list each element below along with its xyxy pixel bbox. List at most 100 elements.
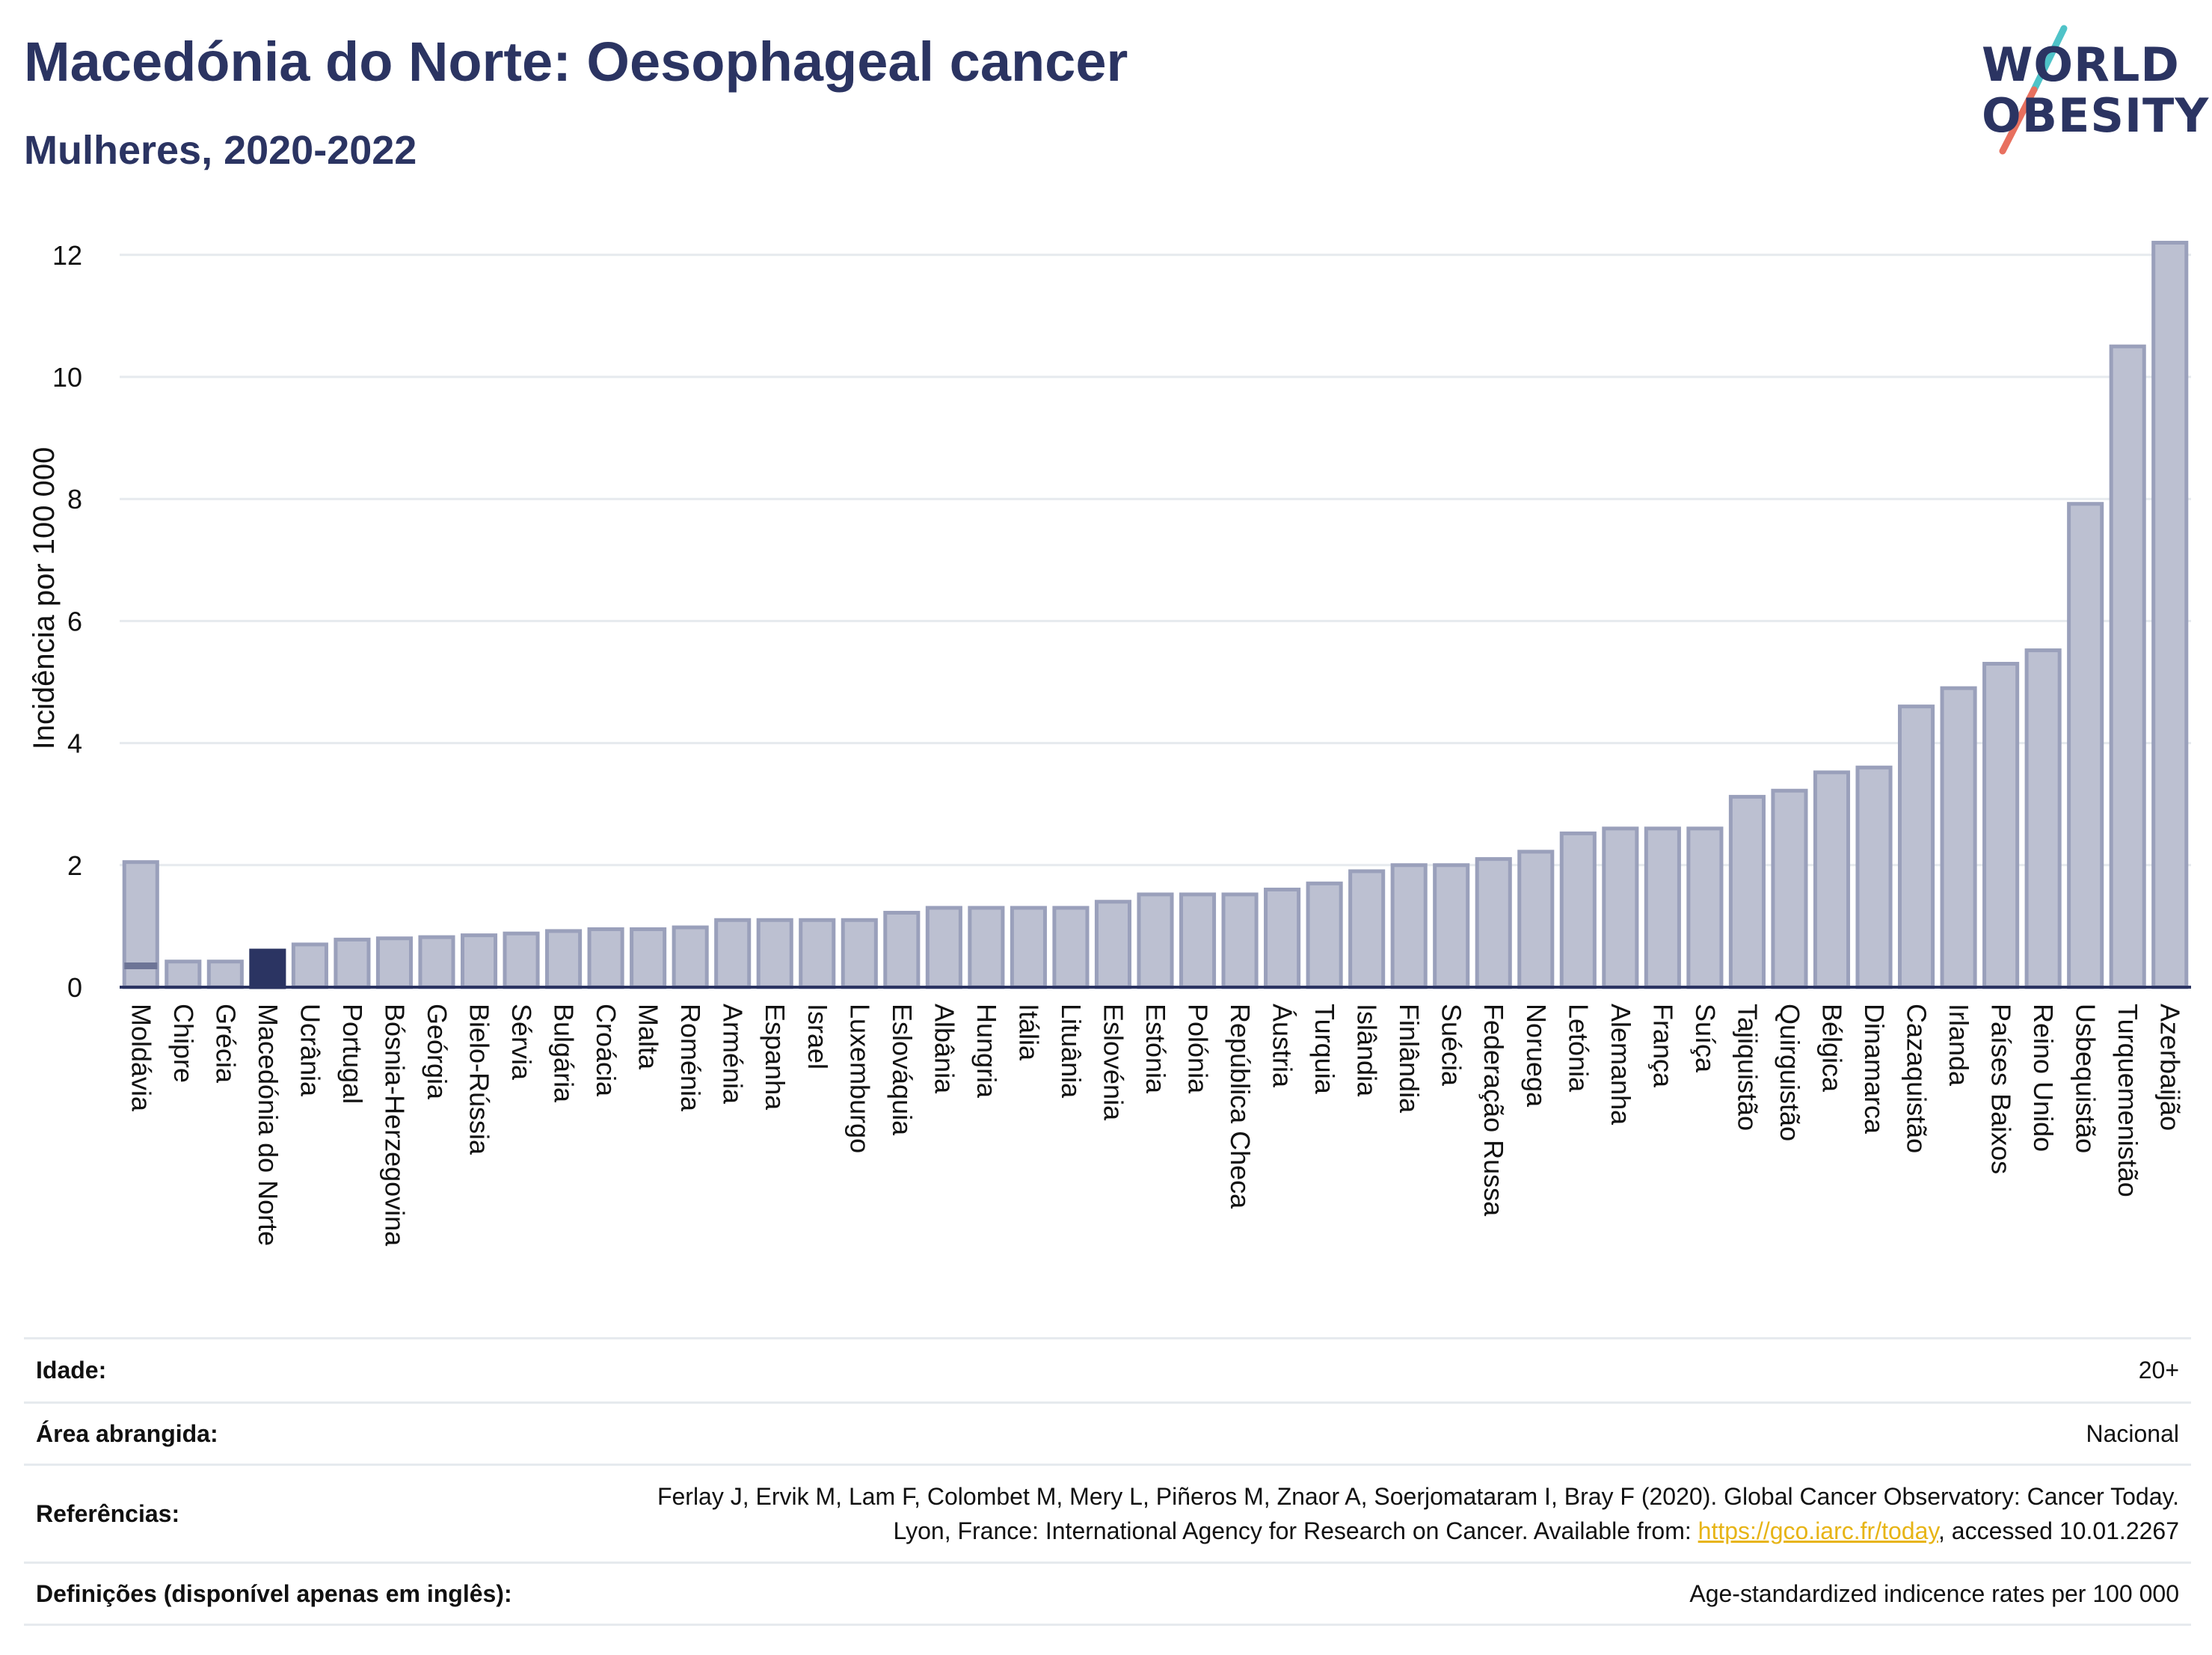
x-tick-label: Federação Russa: [1478, 1004, 1509, 1217]
bar: [1306, 881, 1343, 989]
bar: [1940, 686, 1977, 989]
x-tick-label: Azerbaijão: [2155, 1004, 2186, 1131]
x-tick-label: Tajiquistão: [1732, 1004, 1763, 1131]
x-tick-label: Turquemenistão: [2113, 1004, 2143, 1197]
x-tick-label: Albânia: [929, 1004, 959, 1094]
bar: [925, 906, 962, 989]
x-tick-label: Moldávia: [126, 1004, 156, 1112]
bar: [968, 906, 1005, 989]
bar: [883, 910, 921, 989]
bar: [630, 927, 667, 989]
x-tick-label: Bélgica: [1816, 1004, 1847, 1093]
bar: [2024, 648, 2062, 989]
x-tick-label: Hungria: [971, 1004, 1002, 1099]
bar: [206, 959, 244, 989]
x-tick-label: Áustria: [1268, 1004, 1298, 1088]
x-tick-label: Eslováquia: [887, 1004, 918, 1136]
logo-text-world: WORLD: [1982, 37, 2180, 92]
x-tick-label: Reino Unido: [2028, 1004, 2059, 1152]
bar: [2067, 502, 2104, 989]
x-tick-label: França: [1647, 1004, 1678, 1088]
bars: [120, 240, 2191, 989]
x-tick-label: Bulgária: [549, 1004, 580, 1103]
references-value: Ferlay J, Ervik M, Lam F, Colombet M, Me…: [609, 1479, 2191, 1548]
x-tick-label: Eslovénia: [1098, 1004, 1128, 1121]
bar: [1052, 906, 1090, 989]
bar: [1813, 770, 1851, 989]
x-tick-label: Noruega: [1521, 1004, 1552, 1108]
bar: [587, 927, 624, 989]
references-text: Ferlay J, Ervik M, Lam F, Colombet M, Me…: [657, 1483, 2179, 1544]
area-row: Área abrangida: Nacional: [24, 1401, 2191, 1464]
bar: [1686, 826, 1724, 989]
age-label: Idade:: [36, 1357, 107, 1384]
y-tick-label: 6: [67, 606, 82, 636]
age-value: 20+: [2138, 1357, 2179, 1384]
chart-subtitle: Mulheres, 2020-2022: [24, 128, 417, 173]
x-tick-label: Itália: [1013, 1004, 1044, 1061]
bar: [334, 937, 371, 989]
bar: [1771, 788, 1808, 989]
x-tick-label: Portugal: [337, 1004, 368, 1104]
x-tick-label: Lituânia: [1056, 1004, 1087, 1099]
bar: [1517, 850, 1555, 989]
bar: [460, 933, 498, 989]
y-tick-label: 4: [67, 728, 82, 759]
bar: [1728, 794, 1766, 989]
y-tick-label: 2: [67, 850, 82, 881]
bar: [1475, 857, 1512, 989]
bar: [1644, 826, 1681, 989]
bar: [291, 942, 328, 989]
x-tick-label: Finlândia: [1394, 1004, 1425, 1114]
x-tick-label: Alemanha: [1606, 1004, 1636, 1126]
bar: [1602, 826, 1639, 989]
x-tick-label: Luxemburgo: [844, 1004, 875, 1153]
x-tick-label: Quirguistão: [1775, 1004, 1805, 1141]
references-link[interactable]: https://gco.iarc.fr/today: [1698, 1517, 1938, 1544]
x-tick-label: Letónia: [1563, 1004, 1594, 1093]
references-row: Referências: Ferlay J, Ervik M, Lam F, C…: [24, 1464, 2191, 1562]
bar: [418, 935, 455, 989]
x-tick-label: Suécia: [1437, 1004, 1467, 1087]
x-tick-label: Polónia: [1183, 1004, 1214, 1094]
chart-title: Macedónia do Norte: Oesophageal cancer: [24, 31, 1128, 93]
bar: [799, 918, 836, 989]
x-tick-label: Estónia: [1140, 1004, 1171, 1094]
x-tick-label: Malta: [633, 1004, 664, 1070]
x-tick-label: Países Baixos: [1986, 1004, 2017, 1174]
references-label: Referências:: [36, 1499, 180, 1527]
x-tick-label: Suíça: [1690, 1004, 1721, 1073]
x-tick-label: Geórgia: [422, 1004, 452, 1100]
x-tick-label: Grécia: [210, 1004, 241, 1084]
x-tick-label: Dinamarca: [1859, 1004, 1890, 1134]
bar: [1221, 892, 1259, 989]
x-tick-label: Islândia: [1352, 1004, 1383, 1097]
x-tick-label: Sérvia: [506, 1004, 537, 1081]
logo-slash-icon: [1999, 25, 2068, 155]
bar: [1137, 892, 1174, 989]
x-tick-label: Bielo-Rússia: [464, 1004, 495, 1155]
x-tick-label: Chipre: [168, 1004, 199, 1083]
bar: [1010, 906, 1047, 989]
x-tick-label: Macedónia do Norte: [253, 1004, 283, 1246]
y-tick-label: 0: [67, 972, 82, 1003]
x-tick-label: Bósnia-Herzegovina: [379, 1004, 410, 1247]
x-tick-label: Roménia: [675, 1004, 706, 1112]
bar: [756, 918, 793, 989]
y-tick-label: 8: [67, 484, 82, 515]
definitions-value: Age-standardized indicence rates per 100…: [1689, 1579, 2179, 1607]
definitions-label: Definições (disponível apenas em inglês)…: [36, 1579, 512, 1607]
x-tick-label: Croácia: [591, 1004, 621, 1097]
bar-highlight: [249, 948, 286, 989]
info-table: Idade: 20+ Área abrangida: Nacional Refe…: [24, 1337, 2191, 1626]
x-tick-label: Irlanda: [1944, 1004, 1974, 1087]
bar: [2109, 344, 2146, 989]
references-accessed: , accessed 10.01.2267: [1938, 1517, 2179, 1544]
y-tick-label: 10: [52, 362, 82, 393]
y-axis-label: Incidência por 100 000: [28, 447, 61, 750]
bar: [1264, 887, 1301, 989]
bar: [1898, 704, 1935, 989]
bar: [1348, 869, 1386, 989]
bar: [1094, 900, 1132, 989]
bar: [1433, 863, 1470, 989]
